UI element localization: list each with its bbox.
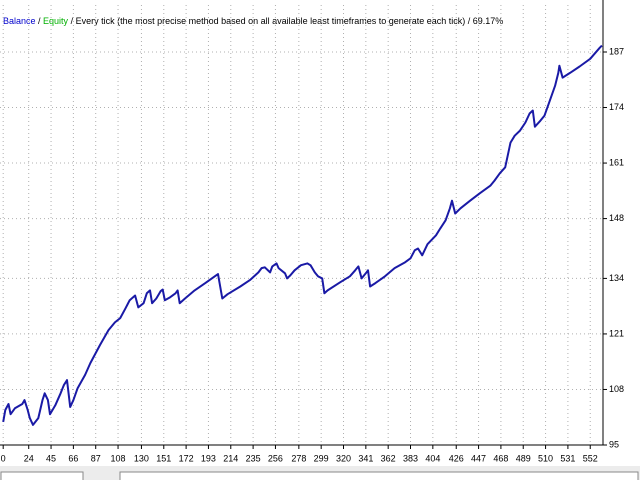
- x-tick-label: 172: [179, 453, 194, 463]
- x-tick-label: 66: [68, 453, 78, 463]
- x-tick-label: 278: [291, 453, 306, 463]
- x-tick-label: 468: [493, 453, 508, 463]
- y-tick-label: 148: [609, 213, 624, 223]
- x-tick-label: 151: [156, 453, 171, 463]
- y-tick-label: 187: [609, 46, 624, 56]
- caption-part: /: [36, 16, 44, 26]
- chart-caption: Balance / Equity / Every tick (the most …: [3, 16, 503, 26]
- x-tick-label: 193: [201, 453, 216, 463]
- x-tick-label: 426: [449, 453, 464, 463]
- x-tick-label: 510: [538, 453, 553, 463]
- x-tick-label: 256: [268, 453, 283, 463]
- x-tick-label: 45: [46, 453, 56, 463]
- y-tick-label: 121: [609, 328, 624, 338]
- x-tick-label: 299: [314, 453, 329, 463]
- status-field: [119, 471, 639, 480]
- x-tick-label: 552: [583, 453, 598, 463]
- y-tick-label: 161: [609, 157, 624, 167]
- x-tick-label: 130: [134, 453, 149, 463]
- x-tick-label: 235: [246, 453, 261, 463]
- x-tick-label: 87: [91, 453, 101, 463]
- x-tick-label: 362: [381, 453, 396, 463]
- x-tick-label: 24: [24, 453, 34, 463]
- x-tick-label: 320: [336, 453, 351, 463]
- caption-part: Equity: [43, 16, 69, 26]
- x-tick-label: 214: [223, 453, 238, 463]
- x-tick-label: 383: [403, 453, 418, 463]
- caption-part: / Every tick (the most precise method ba…: [68, 16, 503, 26]
- y-tick-label: 95: [609, 439, 619, 449]
- x-tick-label: 489: [516, 453, 531, 463]
- x-tick-label: 108: [111, 453, 126, 463]
- caption-part: Balance: [3, 16, 36, 26]
- x-tick-label: 0: [1, 453, 6, 463]
- status-field: [0, 471, 84, 480]
- x-tick-label: 447: [471, 453, 486, 463]
- x-tick-label: 341: [358, 453, 373, 463]
- y-tick-label: 174: [609, 102, 624, 112]
- x-tick-label: 404: [425, 453, 440, 463]
- y-tick-label: 134: [609, 273, 624, 283]
- y-tick-label: 108: [609, 384, 624, 394]
- balance-line: [2, 44, 603, 426]
- x-tick-label: 531: [560, 453, 575, 463]
